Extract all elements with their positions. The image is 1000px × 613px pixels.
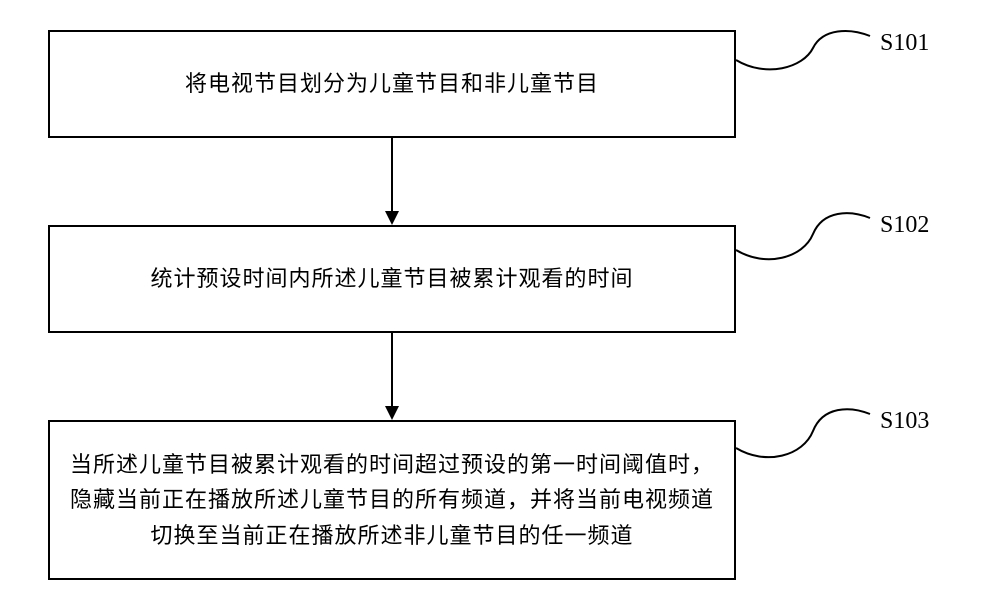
step-text: 当所述儿童节目被累计观看的时间超过预设的第一时间阈值时，隐藏当前正在播放所述儿童… xyxy=(70,447,714,553)
step-box-s102: 统计预设时间内所述儿童节目被累计观看的时间 xyxy=(48,225,736,333)
step-label: S103 xyxy=(880,408,929,435)
step-text: 统计预设时间内所述儿童节目被累计观看的时间 xyxy=(150,261,633,296)
step-box-s101: 将电视节目划分为儿童节目和非儿童节目 xyxy=(48,30,736,138)
step-box-s103: 当所述儿童节目被累计观看的时间超过预设的第一时间阈值时，隐藏当前正在播放所述儿童… xyxy=(48,420,736,580)
step-label: S102 xyxy=(880,212,929,239)
flowchart-canvas: 将电视节目划分为儿童节目和非儿童节目 统计预设时间内所述儿童节目被累计观看的时间… xyxy=(0,0,1000,613)
step-label: S101 xyxy=(880,30,929,57)
step-text: 将电视节目划分为儿童节目和非儿童节目 xyxy=(185,66,599,101)
